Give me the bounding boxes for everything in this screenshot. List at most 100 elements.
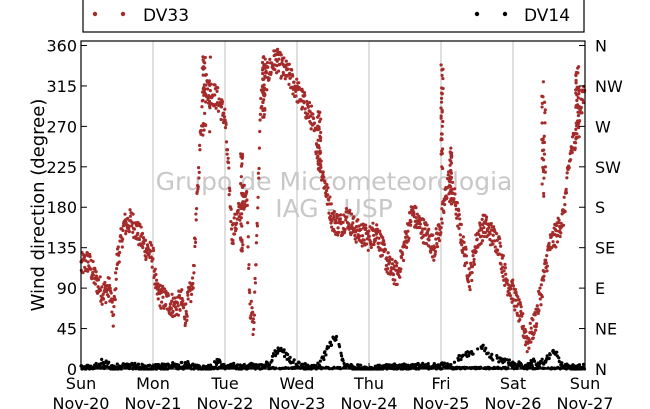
dv33-point — [564, 191, 569, 195]
dv33-point — [326, 193, 330, 197]
dv14-point — [322, 357, 326, 362]
dv33-point — [550, 233, 555, 237]
dv33-point — [369, 245, 373, 250]
dv14-point — [297, 361, 301, 365]
dv33-point — [493, 239, 497, 243]
dv33-point — [398, 275, 402, 279]
dv33-point — [283, 77, 287, 81]
dv33-point — [261, 91, 265, 95]
dv33-point — [449, 202, 454, 206]
x-tick-day-1: Mon — [136, 374, 170, 393]
dv33-point — [344, 206, 349, 211]
dv33-point — [512, 304, 517, 308]
dv33-point — [247, 263, 251, 267]
dv33-point — [453, 192, 457, 196]
plot-frame — [80, 40, 586, 370]
dv14-point — [236, 363, 240, 367]
dv33-point — [323, 180, 327, 185]
dv33-point — [302, 101, 306, 105]
dv14-point — [452, 360, 457, 364]
dv33-point — [294, 94, 298, 98]
dv14-point — [247, 365, 251, 370]
dv14-point — [479, 365, 483, 369]
dv33-point — [81, 271, 85, 275]
dv14-point — [107, 360, 111, 364]
dv33-point — [294, 89, 298, 94]
dv33-point — [377, 236, 381, 240]
dv33-point — [253, 281, 257, 285]
dv33-point — [196, 187, 200, 191]
dv14-point — [505, 358, 509, 362]
dv33-point — [139, 225, 143, 229]
dv33-point — [252, 320, 256, 325]
dv33-point — [169, 302, 173, 306]
dv33-point — [313, 126, 318, 130]
dv33-point — [517, 314, 522, 318]
dv33-point — [261, 66, 265, 70]
dv14-point — [324, 353, 328, 357]
dv14-point — [328, 340, 333, 344]
dv33-point — [185, 318, 189, 322]
dv33-point — [399, 256, 404, 260]
dv33-point — [235, 217, 239, 221]
dv33-point — [439, 63, 443, 67]
dv33-point — [489, 221, 493, 226]
dv33-point — [108, 286, 112, 290]
dv33-point — [151, 257, 155, 261]
dv14-point — [277, 349, 281, 353]
dv33-point — [241, 243, 245, 247]
dv33-point — [399, 267, 403, 271]
dv33-point — [138, 222, 142, 226]
dv33-point — [260, 60, 265, 65]
dv33-point — [565, 176, 569, 180]
dv33-point — [440, 110, 444, 114]
dv33-point — [277, 57, 281, 61]
dv33-point — [192, 264, 196, 268]
dv33-point — [441, 147, 445, 151]
dv33-point — [461, 251, 465, 255]
dv33-point — [183, 323, 187, 328]
dv33-point — [221, 120, 226, 125]
dv33-point — [245, 190, 249, 194]
dv33-point — [390, 262, 395, 266]
dv33-point — [458, 217, 462, 221]
dv33-point — [495, 232, 499, 236]
dv14-point — [208, 363, 213, 367]
dv33-point — [100, 302, 104, 306]
dv33-point — [204, 100, 208, 104]
dv33-point — [574, 127, 578, 132]
dv33-point — [296, 100, 300, 104]
dv33-point — [149, 249, 153, 253]
y2-axis: N NE E SE S SW W NW N — [579, 36, 623, 379]
dv33-point — [326, 186, 330, 190]
dv33-point — [270, 61, 274, 65]
dv33-point — [542, 194, 546, 198]
dv33-point — [412, 212, 416, 216]
dv33-point — [386, 267, 390, 271]
dv33-point — [440, 124, 444, 128]
dv14-point — [147, 363, 152, 367]
dv33-point — [437, 238, 442, 243]
dv33-point — [380, 253, 384, 257]
dv33-point — [461, 235, 465, 239]
dv33-point — [508, 293, 513, 298]
dv14-point — [484, 346, 488, 350]
dv33-point — [524, 329, 528, 334]
dv33-point — [575, 103, 580, 107]
dv14-point — [218, 360, 222, 364]
dv33-point — [493, 245, 497, 249]
dv33-point — [243, 202, 247, 206]
dv33-point — [317, 127, 321, 131]
dv33-point — [123, 212, 127, 216]
dv33-point — [185, 314, 189, 318]
dv33-point — [414, 206, 418, 210]
dv33-point — [360, 234, 365, 238]
dv33-point — [148, 241, 153, 245]
dv33-point — [200, 105, 204, 109]
dv33-point — [554, 229, 558, 233]
dv33-point — [316, 162, 321, 166]
dv33-point — [203, 111, 207, 115]
dv33-point — [406, 239, 410, 243]
dv14-point — [538, 365, 542, 369]
dv33-point — [206, 96, 211, 100]
